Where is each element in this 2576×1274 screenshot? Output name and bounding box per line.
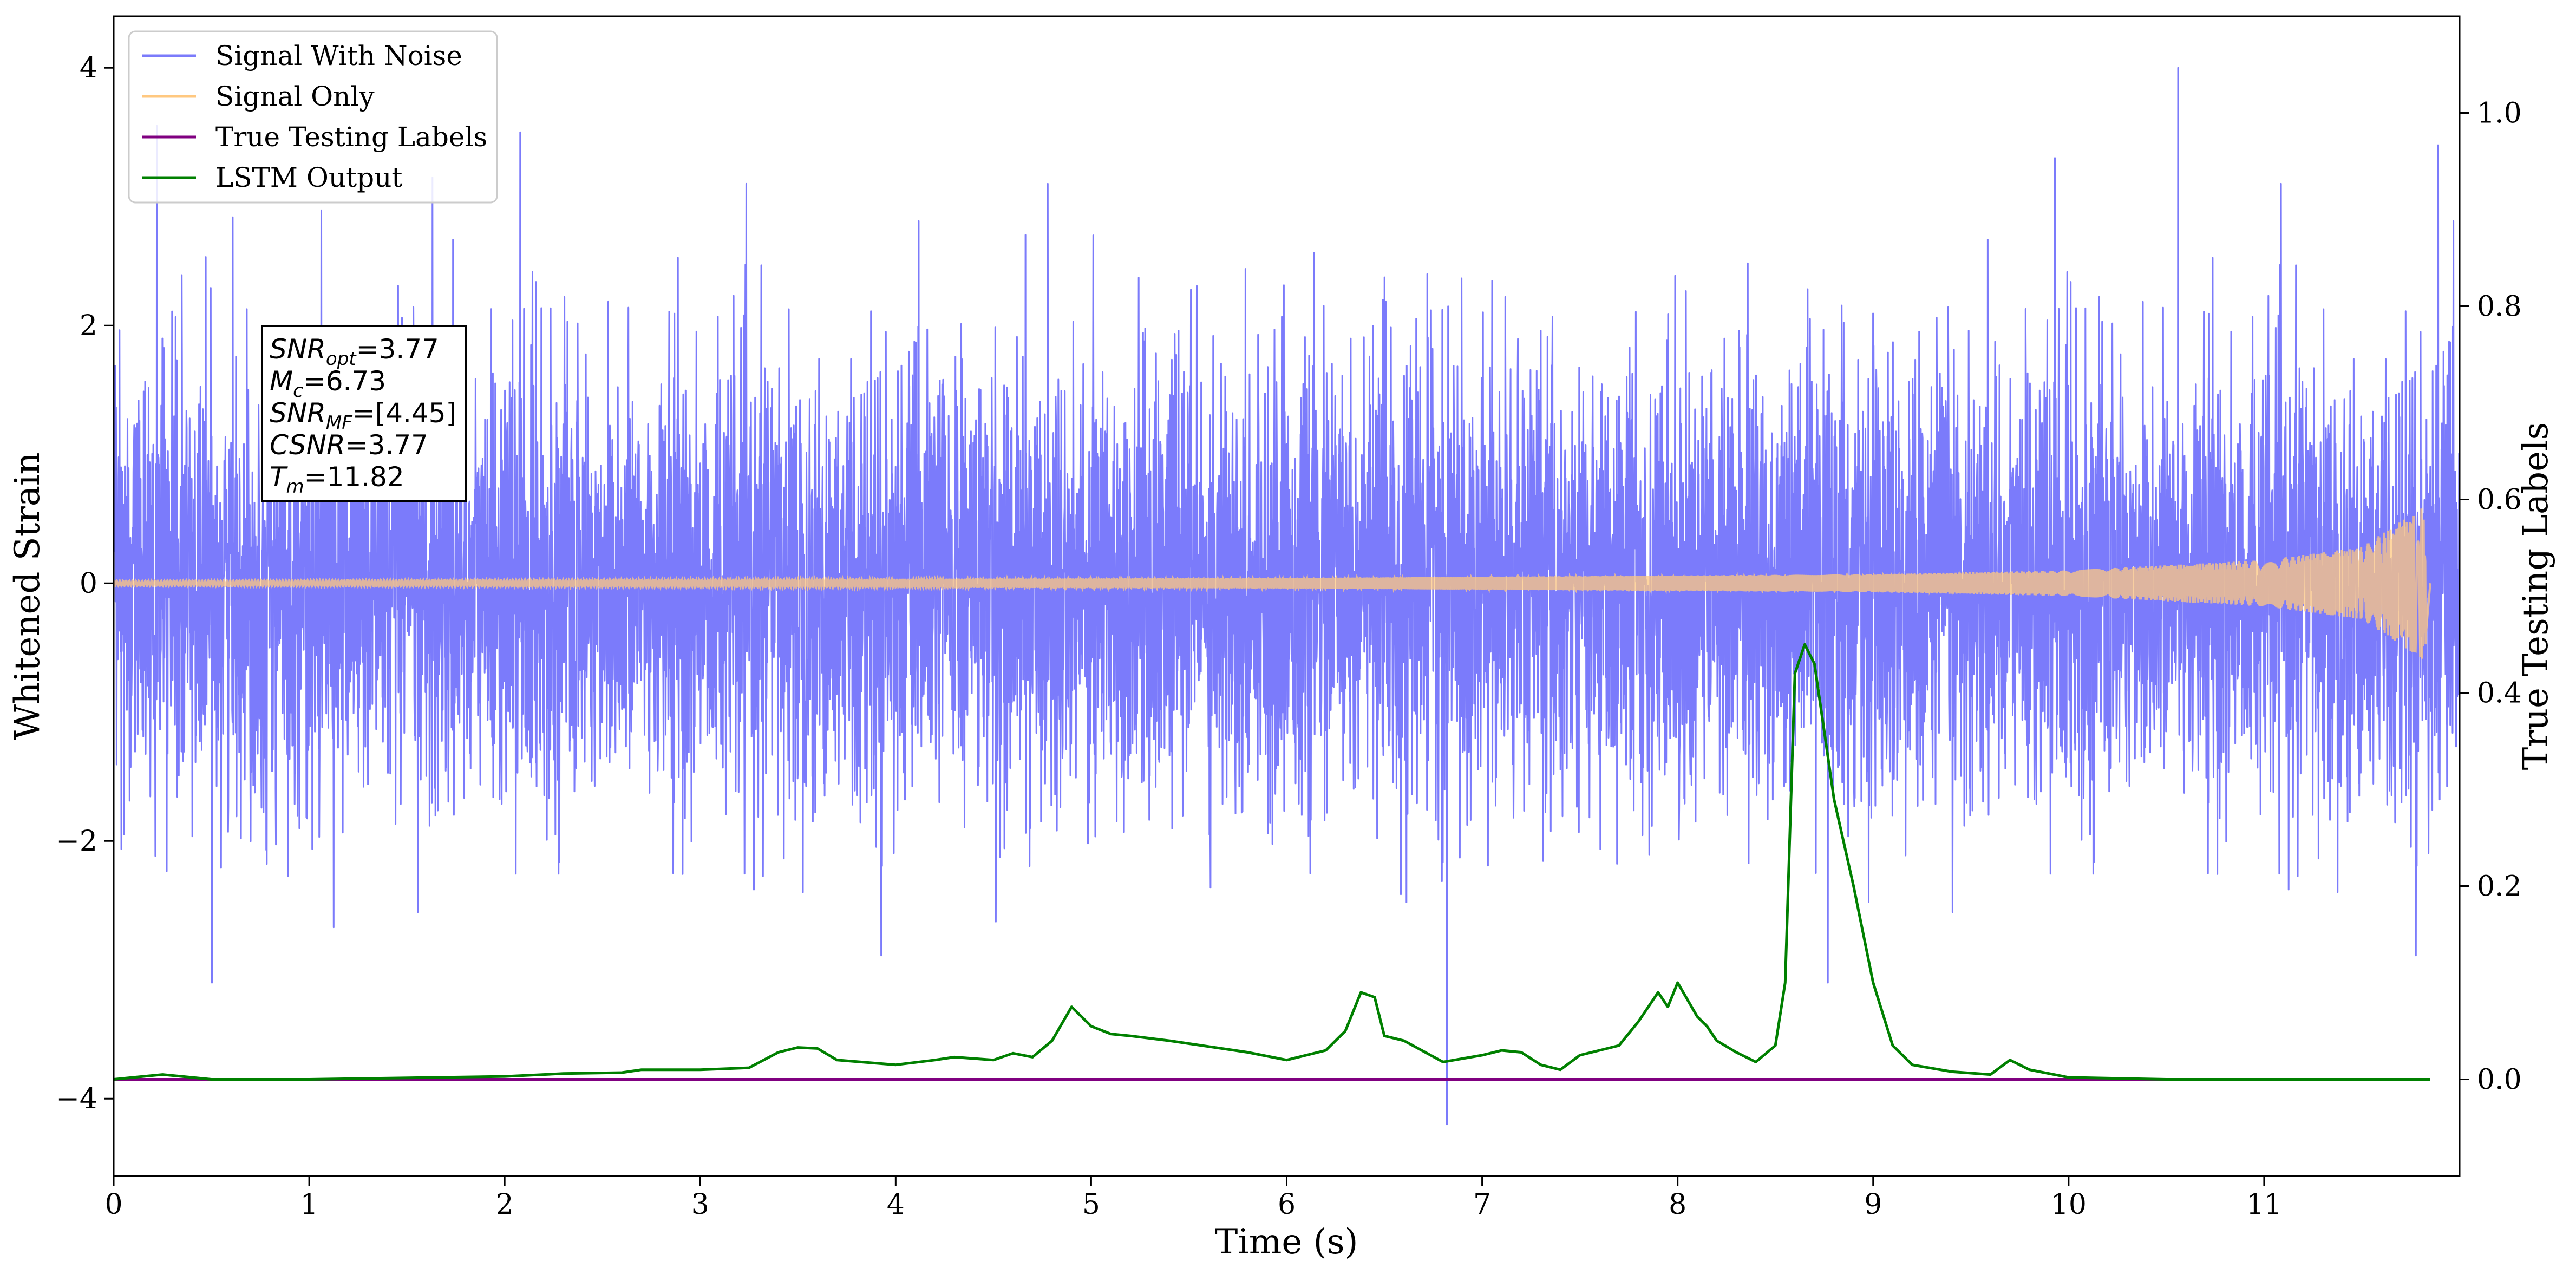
legend-label-lstm-output: LSTM Output xyxy=(215,162,402,193)
right-y-tick-label: 0.8 xyxy=(2477,291,2522,323)
annotation-line: CSNR=3.77 xyxy=(270,429,428,461)
right-y-tick-label: 1.0 xyxy=(2477,97,2522,130)
x-tick-label: 6 xyxy=(1278,1188,1296,1221)
legend-label-signal-only: Signal Only xyxy=(215,81,375,112)
y-tick-label: −4 xyxy=(56,1083,97,1115)
right-y-tick-label: 0.6 xyxy=(2477,484,2522,517)
x-tick-label: 0 xyxy=(104,1188,122,1221)
y-tick-label: 4 xyxy=(80,52,97,84)
x-axis: 0 1 2 3 4 5 6 7 8 9 10 11 xyxy=(104,1176,2282,1221)
right-y-tick-label: 0.4 xyxy=(2477,677,2522,710)
annotation-frame xyxy=(261,325,467,502)
y-tick-label: −2 xyxy=(56,825,97,858)
x-tick-label: 1 xyxy=(300,1188,318,1221)
legend-entry-true-testing-labels: True Testing Labels xyxy=(142,121,487,153)
annotation-line: SNRMF=[4.45] xyxy=(270,397,456,434)
plot-area xyxy=(114,67,2460,1126)
legend-label-true-testing-labels: True Testing Labels xyxy=(215,121,487,153)
x-tick-label: 3 xyxy=(691,1188,709,1221)
y-axis-right: 0.0 0.2 0.4 0.6 0.8 1.0 xyxy=(2460,97,2522,1096)
right-y-tick-label: 0.2 xyxy=(2477,871,2522,903)
x-tick-label: 9 xyxy=(1864,1188,1882,1221)
y-axis-label: Whitened Strain xyxy=(8,452,48,740)
x-axis-label: Time (s) xyxy=(1215,1222,1358,1262)
y-axis-left: −4 −2 0 2 4 xyxy=(56,52,114,1115)
x-tick-label: 4 xyxy=(887,1188,905,1221)
annotation-line: Mc=6.73 xyxy=(270,365,386,402)
y-tick-label: 2 xyxy=(80,310,97,342)
legend-entry-signal-only: Signal Only xyxy=(142,81,375,112)
annotation-lines: SNRopt=3.77Mc=6.73SNRMF=[4.45]CSNR=3.77T… xyxy=(270,334,456,498)
x-tick-label: 8 xyxy=(1669,1188,1686,1221)
legend-label-signal-with-noise: Signal With Noise xyxy=(215,40,462,71)
x-tick-label: 7 xyxy=(1473,1188,1491,1221)
x-tick-label: 11 xyxy=(2246,1188,2282,1221)
right-y-tick-label: 0.0 xyxy=(2477,1064,2522,1096)
lstm-output-line xyxy=(114,643,2430,1081)
signal-only-series xyxy=(114,508,2431,659)
annotation-line: Tm=11.82 xyxy=(270,461,404,498)
parameter-annotation-box: SNRopt=3.77Mc=6.73SNRMF=[4.45]CSNR=3.77T… xyxy=(261,325,467,502)
x-tick-label: 5 xyxy=(1082,1188,1100,1221)
legend-box xyxy=(128,30,498,204)
lstm-output-series xyxy=(114,643,2430,1081)
signal-only-line xyxy=(114,508,2431,659)
annotation-line: SNRopt=3.77 xyxy=(270,334,439,370)
x-tick-label: 2 xyxy=(496,1188,514,1221)
legend: Signal With Noise Signal Only True Testi… xyxy=(128,30,498,204)
x-tick-label: 10 xyxy=(2051,1188,2087,1221)
right-y-axis-label: True Testing Labels xyxy=(2516,422,2556,770)
y-tick-label: 0 xyxy=(80,567,97,600)
legend-entry-lstm-output: LSTM Output xyxy=(142,162,402,193)
legend-entry-signal-with-noise: Signal With Noise xyxy=(142,40,462,71)
